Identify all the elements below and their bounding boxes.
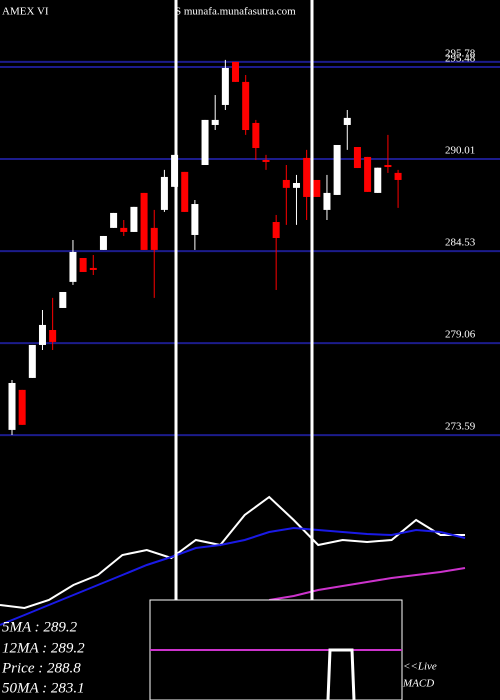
candle-body (232, 61, 240, 82)
candle-body (252, 122, 260, 149)
y-tick-label: 295.48 (445, 52, 476, 64)
candle-body (99, 235, 107, 250)
lower-panel (0, 495, 466, 626)
legend-entry: 12MA : 289.2 (2, 640, 85, 656)
candles (8, 59, 402, 435)
candle-body (262, 159, 270, 162)
candle-body (221, 67, 229, 105)
candle-body (343, 117, 351, 125)
candle-body (364, 156, 372, 192)
macd-signal (326, 648, 356, 700)
legend-entry: Price : 288.8 (1, 660, 81, 676)
candle-body (292, 182, 300, 188)
candle-body (49, 330, 57, 342)
ma-line (269, 567, 466, 601)
candle-body (333, 144, 341, 195)
candle-body (272, 222, 280, 238)
candle-body (353, 147, 361, 169)
candle-body (313, 179, 321, 197)
candle-body (384, 165, 392, 168)
candle-body (110, 212, 118, 228)
y-tick-label: 279.06 (445, 329, 476, 341)
candle-body (18, 389, 26, 425)
candle-body (242, 81, 250, 131)
candle-body (323, 192, 331, 210)
subtitle: S munafa.munafasutra.com (175, 6, 296, 18)
candle-body (59, 291, 67, 308)
candle-body (79, 258, 87, 272)
candle-body (211, 119, 219, 125)
candle-body (181, 171, 189, 212)
candle-body (28, 344, 36, 378)
ma-line (0, 526, 466, 626)
candle-body (201, 119, 209, 165)
y-tick-label: 273.59 (445, 421, 476, 433)
candle-body (191, 204, 199, 235)
y-tick-label: 290.01 (445, 144, 475, 156)
candle-body (394, 172, 402, 180)
y-tick-label: 295.78 (445, 47, 476, 59)
candle-body (38, 324, 46, 345)
candle-body (374, 167, 382, 193)
ma-line (0, 495, 465, 610)
candle-body (303, 157, 311, 197)
candle-body (8, 382, 16, 430)
annotation: <<Live (403, 661, 437, 673)
title: AMEX VI (2, 6, 49, 18)
candle-body (160, 176, 168, 210)
legend-entry: 5MA : 289.2 (2, 619, 78, 635)
macd-box (149, 599, 403, 700)
candle-body (69, 251, 77, 282)
annotation: MACD (402, 678, 434, 690)
candle-body (130, 206, 138, 232)
y-tick-label: 284.53 (445, 237, 476, 249)
candle-body (150, 227, 158, 250)
candle-body (89, 267, 97, 270)
candle-body (282, 179, 290, 188)
candle-body (140, 192, 148, 250)
candle-body (120, 227, 128, 232)
legend-entry: 50MA : 283.1 (2, 680, 85, 696)
